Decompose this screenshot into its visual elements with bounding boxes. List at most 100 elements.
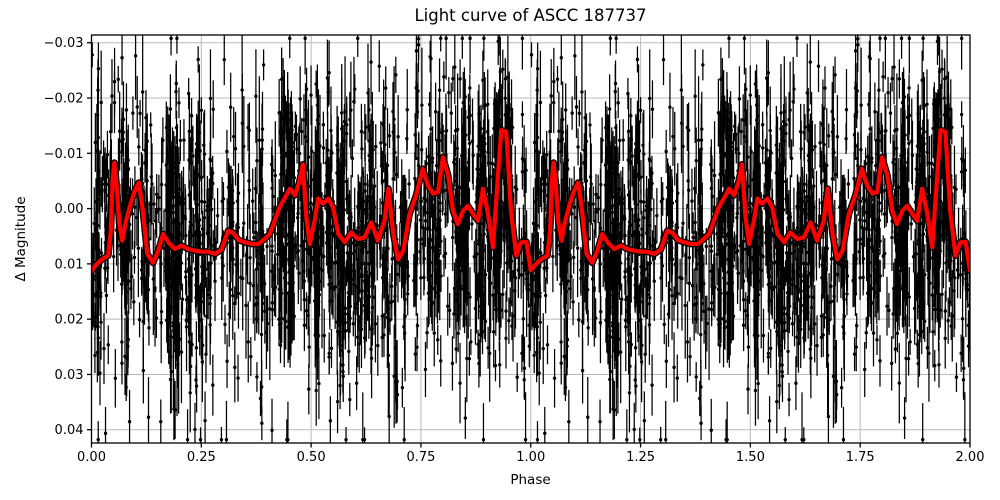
data-point [520,157,525,161]
data-point [498,70,503,74]
data-point [94,216,99,220]
data-point [356,335,360,339]
data-point [307,387,311,391]
data-point [130,212,135,216]
data-point [786,349,790,354]
data-point [607,107,612,111]
data-point [401,207,405,212]
data-point [302,323,307,327]
data-point [322,254,326,259]
data-point [694,375,698,379]
data-point [510,277,514,281]
data-point [168,107,173,111]
data-point [390,257,394,261]
data-point [340,153,344,157]
data-point [413,176,417,181]
data-point [422,275,426,280]
data-point [212,237,217,242]
data-point [816,64,821,68]
data-point [235,253,239,258]
data-point [242,144,246,149]
data-point [307,298,311,303]
data-point [387,414,391,419]
data-point [396,272,400,277]
data-point [132,255,137,260]
data-point [99,251,104,255]
data-point [106,343,110,347]
data-point [883,251,887,256]
data-point [618,350,623,354]
data-point [456,208,460,213]
data-point [535,437,540,442]
data-point [907,141,911,146]
data-point [258,251,262,256]
data-point [940,292,944,296]
data-point [211,383,215,387]
data-point [126,344,130,348]
data-point [123,268,127,272]
data-point [460,223,465,228]
data-point [288,36,292,41]
data-point [705,321,709,326]
data-point [416,37,421,41]
data-point [418,218,423,222]
data-point [191,233,196,238]
data-point [444,36,448,41]
data-point [451,77,455,81]
data-point [383,142,387,147]
data-point [133,205,137,209]
data-point [111,254,116,259]
data-point [120,56,124,60]
data-point [277,317,281,321]
data-point [318,144,322,148]
data-point [696,138,701,142]
data-point [260,147,264,151]
data-point [304,309,309,313]
data-point [178,138,183,143]
data-point [486,102,490,107]
data-point [650,107,655,112]
data-point [145,179,149,183]
data-point [468,295,472,299]
data-point [127,420,132,424]
data-point [471,153,475,158]
data-point [564,108,568,112]
data-point [403,314,407,319]
data-point [599,309,603,314]
data-point [524,276,529,281]
data-point [440,130,444,135]
data-point [396,135,400,139]
data-point [200,265,204,269]
data-point [255,296,259,300]
data-point [153,286,157,290]
data-point [188,305,192,309]
data-point [317,279,322,283]
data-point [96,312,100,317]
data-point [258,227,263,232]
data-point [907,36,912,41]
data-point [126,239,130,243]
data-point [232,134,236,139]
data-point [321,123,326,127]
data-point [394,380,398,384]
data-point [221,197,226,201]
data-point [405,265,410,269]
data-point [746,387,750,391]
data-point [699,421,703,425]
data-point [384,277,389,282]
data-point [437,88,442,92]
data-point [434,163,439,168]
data-point [389,284,394,288]
data-point [93,353,97,358]
data-point [392,117,396,122]
data-point [137,145,141,149]
data-point [168,158,172,163]
data-point [769,346,773,351]
data-point [906,357,911,361]
data-point [589,182,593,186]
data-point [907,295,911,299]
data-point [802,189,806,193]
data-point [513,289,517,293]
data-point [522,366,527,371]
data-point [186,91,191,96]
